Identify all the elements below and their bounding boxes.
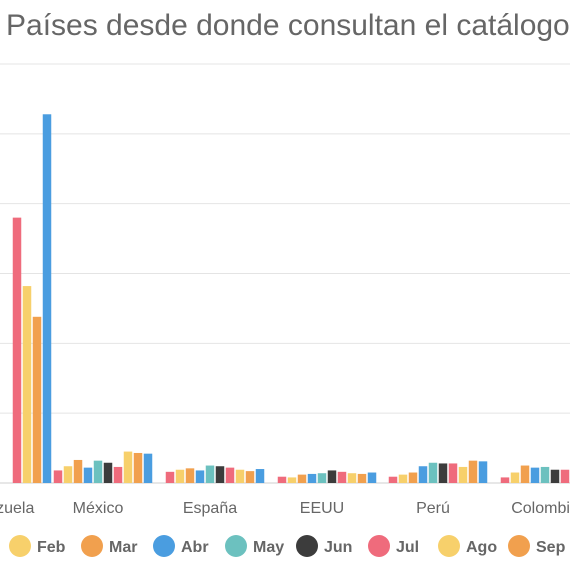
bar — [42, 114, 52, 483]
bar — [540, 466, 550, 483]
bar — [367, 472, 377, 483]
bar — [327, 470, 337, 483]
bar — [337, 471, 347, 483]
legend-label: Jul — [396, 539, 419, 556]
bar — [205, 465, 215, 483]
legend-label: Feb — [37, 539, 66, 556]
bar — [143, 453, 153, 483]
bar — [550, 469, 560, 483]
bar — [388, 476, 398, 483]
legend-label: Mar — [109, 539, 137, 556]
bar — [307, 473, 317, 483]
bar — [317, 473, 327, 483]
bar — [103, 462, 113, 483]
bar — [347, 473, 357, 483]
bar — [32, 316, 42, 483]
legend-label: Sep — [536, 539, 566, 556]
bar — [133, 452, 143, 483]
legend-swatch — [81, 535, 103, 557]
bar — [83, 467, 93, 483]
bar — [448, 463, 458, 483]
chart-title: Países desde donde consultan el catálogo — [6, 9, 570, 42]
bar — [428, 462, 438, 483]
category-label: Perú — [416, 500, 450, 517]
legend-label: Abr — [181, 539, 209, 556]
legend-swatch — [368, 535, 390, 557]
legend-swatch — [438, 535, 460, 557]
bar — [530, 467, 540, 483]
legend-label: Jun — [324, 539, 352, 556]
bar — [255, 469, 265, 483]
legend-label: Ago — [466, 539, 497, 556]
bar — [225, 467, 235, 483]
category-label: España — [183, 500, 237, 517]
bar — [458, 466, 468, 483]
category-label: EEUU — [300, 500, 344, 517]
bar — [277, 476, 287, 483]
bar — [500, 477, 510, 483]
bar — [418, 466, 428, 483]
category-label: México — [73, 500, 124, 517]
bar — [245, 471, 255, 483]
bar — [235, 469, 245, 483]
bar — [12, 217, 22, 483]
bar — [438, 463, 448, 483]
legend-label: May — [253, 539, 284, 556]
bar — [408, 472, 418, 483]
bar — [63, 466, 73, 483]
bar — [468, 460, 478, 483]
bar — [165, 471, 175, 483]
legend-swatch — [9, 535, 31, 557]
bar — [113, 466, 123, 483]
bar — [478, 461, 488, 483]
bar — [520, 465, 530, 483]
bar — [123, 451, 133, 483]
legend-swatch — [153, 535, 175, 557]
legend-swatch — [296, 535, 318, 557]
legend-swatch — [508, 535, 530, 557]
bar — [195, 470, 205, 483]
bar — [93, 460, 103, 483]
category-label: Colombia — [511, 500, 570, 517]
bar — [560, 469, 570, 483]
bar — [287, 477, 297, 483]
bar — [22, 286, 32, 483]
bar — [185, 468, 195, 483]
category-label: Venezuela — [0, 500, 34, 517]
bar — [215, 466, 225, 483]
bar — [297, 474, 307, 483]
bar — [53, 470, 63, 483]
bar — [357, 473, 367, 483]
bar — [175, 469, 185, 483]
bar — [398, 474, 408, 483]
legend-swatch — [225, 535, 247, 557]
bar — [73, 459, 83, 483]
bar — [510, 472, 520, 483]
